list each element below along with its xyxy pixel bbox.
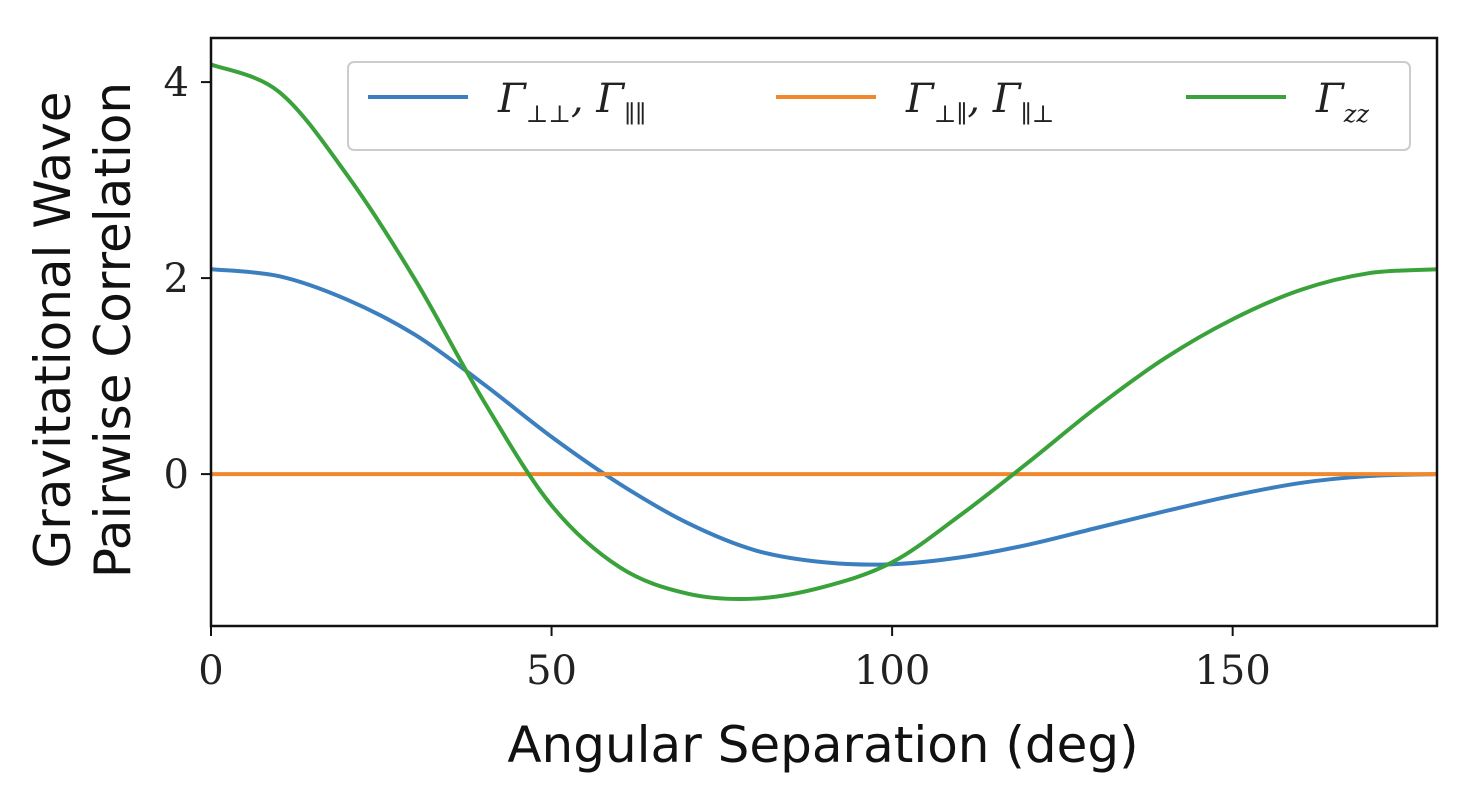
legend-box [347,61,1411,151]
plot-area: 0 50 100 150 0 2 4 [164,36,1439,694]
x-tick-label-3: 150 [1194,648,1270,694]
x-tick-label-1: 50 [526,648,577,694]
y-tick-label-0: 0 [164,452,189,498]
series-line-0 [211,267,1437,567]
x-axis-label: Angular Separation (deg) [507,716,1138,774]
legend-label-1: Γ⊥∥, Γ∥⊥ [905,76,1054,128]
plot-frame [209,36,1439,628]
x-tick-label-2: 100 [854,648,930,694]
series-line-2 [211,62,1437,602]
legend: Γ⊥⊥, Γ∥∥ Γ⊥∥, Γ∥⊥ Γzz [347,61,1411,151]
x-tick-label-0: 0 [198,648,223,694]
legend-label-2: Γzz [1315,76,1369,128]
y-axis-label-line-1: Gravitational Wave [24,91,82,568]
y-axis-label-line-2: Pairwise Correlation [84,82,142,578]
y-tick-label-2: 4 [164,60,189,106]
y-tick-label-1: 2 [164,256,189,302]
legend-label-0: Γ⊥⊥, Γ∥∥ [497,76,646,128]
